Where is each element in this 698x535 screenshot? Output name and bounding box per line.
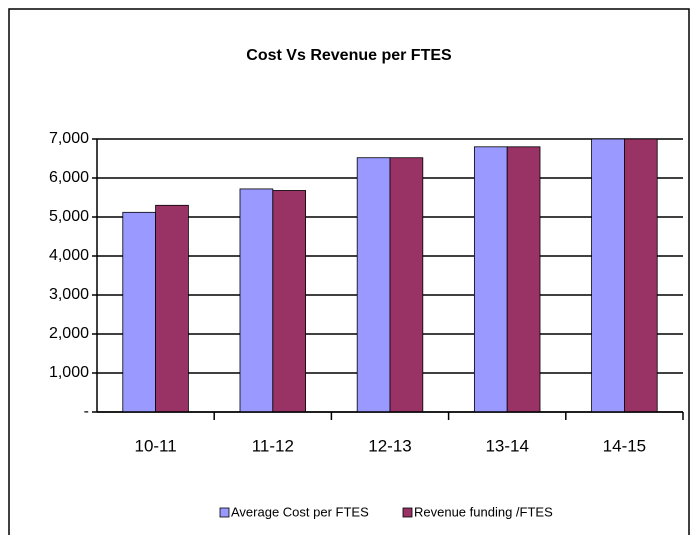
y-tick-label: 7,000 xyxy=(49,130,89,147)
x-tick-label: 14-15 xyxy=(603,436,646,455)
x-tick-label: 13-14 xyxy=(485,436,528,455)
bar xyxy=(239,188,274,413)
y-tick-label: 5,000 xyxy=(49,208,89,225)
bar xyxy=(272,190,307,413)
legend-swatch xyxy=(219,507,230,518)
y-tick-label: 4,000 xyxy=(49,247,89,264)
x-tick-label: 10-11 xyxy=(134,436,176,455)
legend-label: Revenue funding /FTES xyxy=(414,504,553,519)
bar xyxy=(356,157,391,413)
bar xyxy=(389,157,424,413)
bar xyxy=(624,138,658,413)
chart-frame xyxy=(8,8,690,535)
bar xyxy=(155,204,189,413)
x-tick-label: 12-13 xyxy=(368,436,411,455)
y-tick-label: - xyxy=(84,403,89,420)
bar xyxy=(591,138,625,413)
y-tick-label: 3,000 xyxy=(49,286,89,303)
bar xyxy=(506,146,541,413)
y-tick-label: 1,000 xyxy=(49,364,89,381)
bar xyxy=(473,146,508,413)
y-tick-label: 6,000 xyxy=(49,169,89,186)
chart-title: Cost Vs Revenue per FTES xyxy=(246,47,452,64)
legend-label: Average Cost per FTES xyxy=(231,504,369,519)
y-tick-label: 2,000 xyxy=(49,325,89,342)
x-tick-label: 11-12 xyxy=(252,436,294,455)
bar xyxy=(122,211,156,413)
legend-swatch xyxy=(402,507,413,518)
